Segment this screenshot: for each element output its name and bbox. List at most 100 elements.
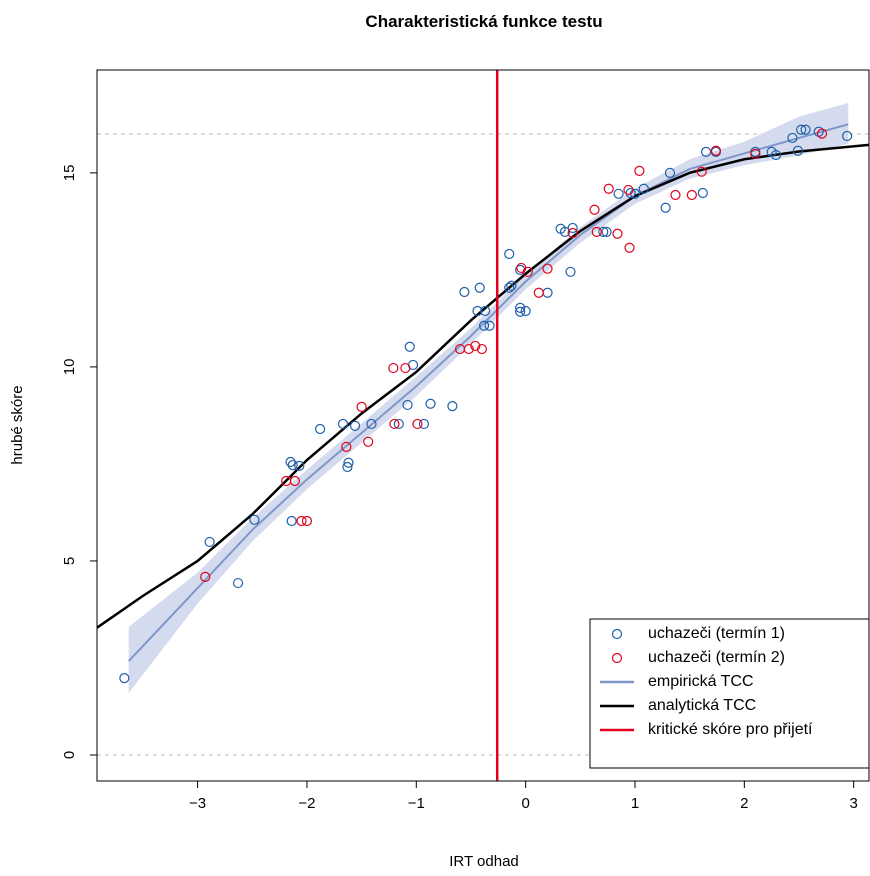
point <box>589 204 600 215</box>
point <box>463 343 474 355</box>
point <box>474 282 485 293</box>
point <box>565 266 576 277</box>
legend-label: empirická TCC <box>648 673 754 690</box>
point <box>515 302 526 314</box>
point <box>294 460 305 471</box>
y-axis-label: hrubé skóre <box>9 385 26 464</box>
point <box>349 420 361 431</box>
point <box>787 132 798 144</box>
point <box>792 145 804 156</box>
x-tick-label: −3 <box>189 795 206 812</box>
point <box>710 145 722 156</box>
point <box>624 242 635 253</box>
x-tick-label: 0 <box>521 795 529 812</box>
point <box>459 286 470 298</box>
point <box>567 222 578 234</box>
point <box>119 673 130 684</box>
point <box>664 167 676 178</box>
point <box>634 165 645 177</box>
point <box>476 343 488 355</box>
x-tick-label: 3 <box>850 795 858 812</box>
point <box>612 228 623 239</box>
point <box>515 306 526 317</box>
point <box>504 248 515 260</box>
point <box>480 305 491 317</box>
y-tick-label: 10 <box>61 359 78 376</box>
point <box>366 418 377 430</box>
point <box>425 398 436 409</box>
point <box>660 202 671 213</box>
point <box>613 188 624 199</box>
point <box>506 280 517 291</box>
point <box>638 183 649 194</box>
point <box>623 184 634 196</box>
point <box>249 514 260 525</box>
point <box>404 341 415 352</box>
y-tick-label: 5 <box>61 557 78 565</box>
point <box>363 436 374 447</box>
point <box>533 287 544 298</box>
chart-title: Charakteristická funkce testu <box>365 12 602 31</box>
point <box>750 148 761 159</box>
point <box>343 457 354 468</box>
point <box>389 418 400 430</box>
point <box>285 456 296 468</box>
point <box>484 320 495 331</box>
point <box>670 189 681 201</box>
point <box>598 226 609 237</box>
point <box>567 227 578 239</box>
point <box>542 263 553 274</box>
legend-label: uchazeči (termín 2) <box>648 649 785 666</box>
point <box>287 459 298 471</box>
point <box>393 418 404 430</box>
point <box>356 401 367 412</box>
y-tick-label: 15 <box>61 165 78 182</box>
point <box>770 149 782 161</box>
x-tick-label: −2 <box>298 795 315 812</box>
point <box>232 577 244 589</box>
y-tick-label: 0 <box>61 751 78 759</box>
point <box>522 266 533 277</box>
confidence-band <box>128 102 849 693</box>
point <box>447 400 458 412</box>
point <box>400 362 411 374</box>
point <box>204 536 215 548</box>
point <box>697 187 708 199</box>
point <box>412 418 423 430</box>
point <box>314 423 326 435</box>
point <box>700 146 712 157</box>
point <box>515 264 526 275</box>
point <box>342 461 353 473</box>
point <box>603 183 614 194</box>
x-tick-label: 1 <box>631 795 639 812</box>
point <box>200 571 211 582</box>
point <box>800 124 811 135</box>
legend-label: analytická TCC <box>648 697 756 714</box>
point <box>388 362 399 374</box>
point <box>686 189 697 201</box>
point <box>289 475 301 487</box>
plot-area <box>97 70 869 781</box>
point <box>504 282 515 293</box>
legend-box <box>589 618 870 769</box>
point <box>696 166 707 177</box>
point <box>842 130 853 142</box>
point <box>402 399 413 411</box>
point <box>625 187 636 199</box>
legend-marker <box>611 628 623 640</box>
point <box>520 305 531 317</box>
point <box>470 340 481 352</box>
point <box>286 515 297 527</box>
point <box>341 441 352 452</box>
point <box>418 418 430 430</box>
point <box>301 515 313 527</box>
tcc-line <box>127 123 849 662</box>
legend-label: uchazeči (termín 1) <box>648 625 785 642</box>
x-axis-label: IRT odhad <box>449 853 519 870</box>
point <box>296 515 307 527</box>
x-tick-label: −1 <box>408 795 425 812</box>
point <box>591 226 602 237</box>
point <box>478 320 490 331</box>
legend-marker <box>611 652 623 664</box>
